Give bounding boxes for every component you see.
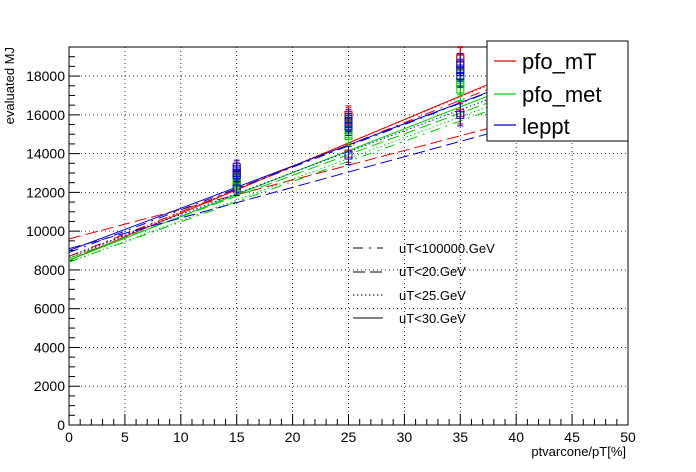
x-tick-label-30: 30 (397, 429, 413, 445)
color-legend: pfo_mT pfo_met leppt (486, 40, 629, 142)
style-legend: uT<100000.GeV uT<20.GeV uT<25.GeV uT<30.… (353, 241, 495, 326)
y-tick-label-10000: 10000 (26, 223, 65, 239)
x-tick-label-20: 20 (285, 429, 301, 445)
x-tick-label-25: 25 (341, 429, 357, 445)
data-points (232, 46, 465, 197)
axis-ticks: 0 5 10 15 20 25 30 35 40 45 50 0 2000 4000 6000 8000 100… (26, 46, 636, 445)
x-tick-label-50: 50 (620, 429, 636, 445)
y-tick-label-4000: 4000 (34, 339, 65, 355)
x-tick-label-35: 35 (453, 429, 469, 445)
legend-label-ut-25: uT<25.GeV (399, 288, 466, 303)
y-tick-label-0: 0 (57, 417, 65, 433)
y-tick-label-8000: 8000 (34, 262, 65, 278)
legend-label-pfo-met: pfo_met (522, 82, 602, 107)
y-axis-title: evaluated MJ (2, 47, 17, 124)
data-point (344, 114, 353, 123)
data-point (232, 163, 241, 172)
x-tick-label-10: 10 (173, 429, 189, 445)
y-tick-label-12000: 12000 (26, 184, 65, 200)
x-axis-title: ptvarcone/pT[%] (531, 444, 626, 459)
x-tick-label-0: 0 (65, 429, 73, 445)
legend-label-ut-100000: uT<100000.GeV (399, 241, 495, 256)
data-point (344, 151, 353, 160)
y-tick-label-18000: 18000 (26, 68, 65, 84)
x-tick-label-40: 40 (508, 429, 524, 445)
legend-label-pfo-mt: pfo_mT (522, 49, 597, 74)
legend-label-ut-20: uT<20.GeV (399, 264, 466, 279)
fit-line-pfo-mt-ut-100000-gev (69, 47, 596, 257)
fit-line-leppt-ut-100000-gev (69, 47, 610, 253)
color-legend-box (486, 40, 629, 142)
x-tick-label-15: 15 (229, 429, 245, 445)
legend-label-ut-30: uT<30.GeV (399, 311, 466, 326)
x-tick-label-5: 5 (121, 429, 129, 445)
series-leppt-ut-30-gev (232, 52, 465, 175)
y-tick-label-6000: 6000 (34, 301, 65, 317)
y-tick-label-14000: 14000 (26, 146, 65, 162)
legend-label-leppt: leppt (522, 114, 570, 139)
data-point (232, 184, 241, 193)
x-tick-label-45: 45 (564, 429, 580, 445)
y-tick-label-2000: 2000 (34, 378, 65, 394)
y-tick-label-16000: 16000 (26, 107, 65, 123)
data-point (456, 110, 465, 119)
fit-line-pfo-mt-ut-25-gev (69, 47, 583, 259)
data-point (456, 60, 465, 69)
